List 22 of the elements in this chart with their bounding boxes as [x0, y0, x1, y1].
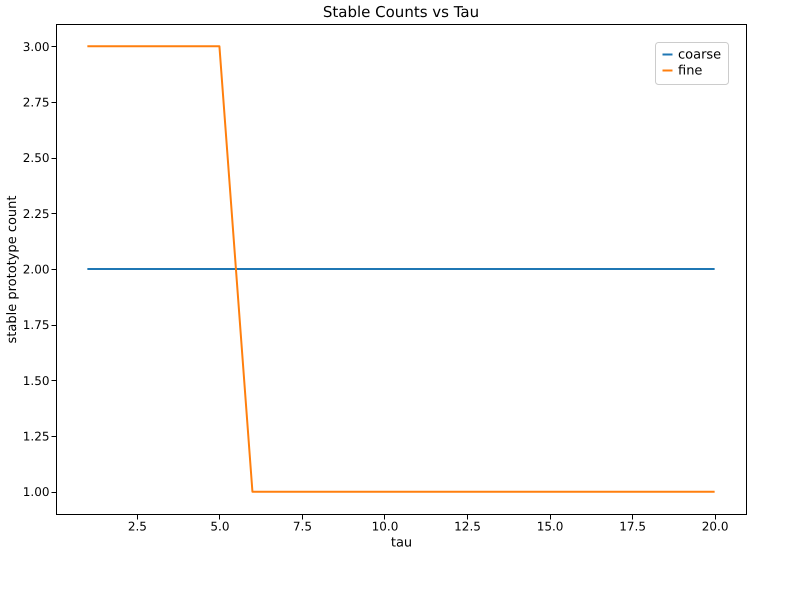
y-tick-label: 1.50 — [22, 374, 50, 388]
legend-label: fine — [678, 64, 702, 78]
x-axis-title: tau — [390, 536, 412, 550]
x-tick-label: 10.0 — [372, 520, 398, 534]
chart-title: Stable Counts vs Tau — [322, 3, 480, 21]
y-tick-label: 2.75 — [22, 95, 50, 110]
x-tick-label: 15.0 — [536, 520, 564, 534]
y-tick-label: 1.00 — [22, 485, 50, 500]
x-tick-label: 20.0 — [702, 520, 728, 534]
legend-label: coarse — [678, 48, 722, 62]
y-tick-label: 1.75 — [22, 318, 50, 332]
y-tick-label: 2.25 — [22, 206, 50, 221]
x-tick-label: 5.0 — [210, 520, 230, 534]
y-tick-label: 2.50 — [22, 151, 50, 166]
y-tick-label: 3.00 — [22, 40, 50, 54]
x-tick-label: 12.5 — [454, 520, 481, 534]
x-tick-label: 2.5 — [128, 520, 147, 534]
y-tick-label: 1.25 — [22, 430, 50, 444]
x-tick-label: 17.5 — [619, 520, 646, 534]
x-tick-label: 7.5 — [292, 520, 312, 534]
y-tick-label: 2.00 — [22, 262, 50, 276]
y-axis-title: stable prototype count — [4, 196, 20, 344]
